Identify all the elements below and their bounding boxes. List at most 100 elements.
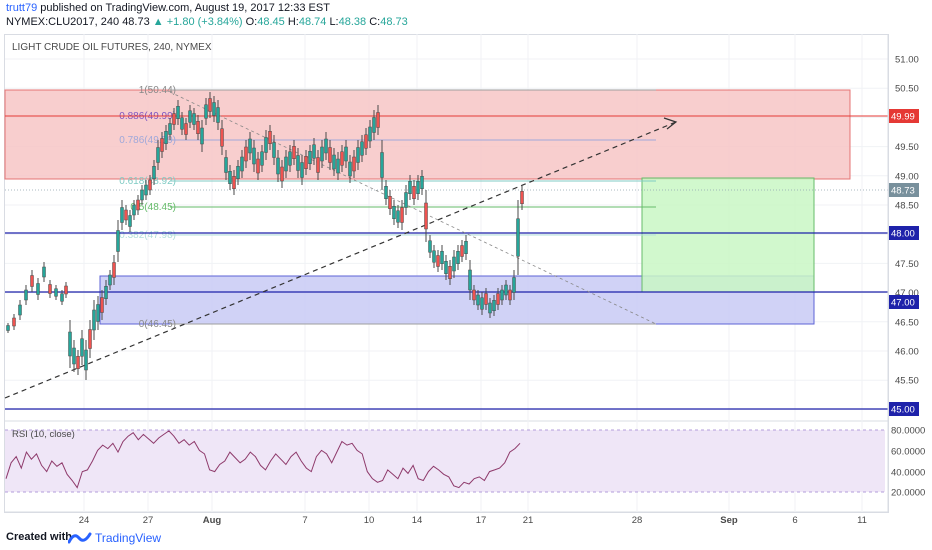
- candle-up: [120, 207, 124, 223]
- target-zone[interactable]: [641, 177, 815, 293]
- rsi-title: RSI (10, close): [12, 429, 75, 440]
- candle-up: [492, 300, 496, 311]
- rsi-axis: 80.0000 60.0000 40.0000 20.0000: [891, 426, 925, 499]
- low-value: 48.38: [338, 16, 367, 28]
- level-tag: [889, 183, 919, 197]
- candle-up: [200, 127, 204, 145]
- candle-down: [124, 209, 128, 221]
- candle-down: [184, 123, 188, 135]
- candle-down: [64, 285, 68, 295]
- candle-down: [448, 266, 452, 279]
- author-link[interactable]: trutt79: [6, 2, 38, 14]
- date-tick-label: 17: [476, 515, 487, 526]
- candle-up: [54, 288, 58, 297]
- price-tick-label: 50.50: [895, 84, 919, 95]
- date-tick-label: 21: [523, 515, 534, 526]
- candle-up: [396, 210, 400, 223]
- candle-down: [352, 156, 356, 172]
- level-tag-label: 45.00: [891, 405, 915, 416]
- candle-up: [24, 289, 28, 301]
- candle-down: [160, 138, 164, 152]
- candle-up: [452, 256, 456, 272]
- price-axis[interactable]: 51.0050.5050.0049.5049.0048.5048.0047.50…: [887, 34, 919, 512]
- candle-up: [60, 293, 64, 302]
- price-tick-label: 51.00: [895, 55, 919, 66]
- low-label: L:: [329, 16, 339, 28]
- candle-up: [440, 251, 444, 264]
- candle-down: [328, 147, 332, 163]
- candle-up: [84, 349, 88, 371]
- candle-up: [6, 325, 10, 331]
- candle-down: [340, 151, 344, 166]
- candle-up: [380, 152, 384, 178]
- time-axis[interactable]: 24 27 Aug 7 10 14 17 21 28 Sep 6 11: [79, 515, 867, 526]
- candle-down: [460, 245, 464, 257]
- price-change: ▲ +1.80 (+3.84%): [152, 16, 243, 28]
- date-tick-label: 10: [364, 515, 375, 526]
- candle-up: [276, 157, 280, 175]
- candle-up: [324, 138, 328, 154]
- candle-up: [356, 147, 360, 163]
- candle-up: [116, 230, 120, 252]
- fib-level-label: 0.5(48.45): [130, 202, 176, 213]
- fib-level-label: 0.786(49.59): [119, 135, 176, 146]
- date-tick-label: 24: [79, 515, 90, 526]
- candle-up: [296, 155, 300, 171]
- candle-up: [468, 269, 472, 291]
- candle-down: [12, 317, 16, 327]
- candle-down: [496, 293, 500, 305]
- level-tag: [889, 226, 919, 240]
- candle-down: [136, 199, 140, 211]
- candle-up: [308, 151, 312, 164]
- date-tick-label: Aug: [203, 515, 222, 526]
- symbol-label[interactable]: NYMEX:CLU2017, 240: [6, 16, 120, 28]
- candle-up: [404, 192, 408, 208]
- candle-up: [300, 162, 304, 178]
- date-tick-label: 27: [143, 515, 154, 526]
- candle-up: [192, 113, 196, 125]
- level-tag-label: 47.00: [891, 298, 915, 309]
- price-level-tags: 49.99 48.73 48.00 47.00 45.00: [889, 109, 919, 416]
- price-tick-label: 49.50: [895, 142, 919, 153]
- candle-up: [428, 240, 432, 253]
- rsi-tick-label: 80.0000: [891, 426, 925, 437]
- candle-up: [152, 166, 156, 179]
- candle-up: [384, 186, 388, 199]
- candle-down: [244, 146, 248, 162]
- candle-up: [320, 146, 324, 162]
- candle-up: [18, 304, 22, 316]
- rsi-tick-label: 60.0000: [891, 447, 925, 458]
- dashed-trendline[interactable]: [4, 121, 677, 399]
- candle-up: [68, 331, 72, 357]
- resistance-zone[interactable]: [4, 89, 851, 180]
- chart-title: LIGHT CRUDE OIL FUTURES, 240, NYMEX: [12, 42, 212, 53]
- candle-up: [368, 126, 372, 142]
- high-value: 48.74: [298, 16, 327, 28]
- candle-down: [436, 255, 440, 267]
- symbol-line: NYMEX:CLU2017, 240 48.73 ▲ +1.80 (+3.84%…: [6, 16, 408, 28]
- candle-up: [260, 151, 264, 166]
- fib-level-label: 0.618(48.92): [119, 176, 176, 187]
- candle-up: [456, 251, 460, 264]
- price-chart[interactable]: 1(50.44)0.886(49.99)0.786(49.59)0.618(48…: [0, 0, 932, 526]
- candle-down: [508, 289, 512, 301]
- level-tag-label: 48.00: [891, 229, 915, 240]
- candle-up: [360, 141, 364, 156]
- date-tick-label: 14: [412, 515, 423, 526]
- candle-up: [72, 347, 76, 365]
- price-tick-label: 47.00: [895, 288, 919, 299]
- price-tick-label: 46.50: [895, 317, 919, 328]
- candle-down: [88, 329, 92, 349]
- high-label: H:: [287, 16, 299, 28]
- candle-up: [332, 154, 336, 170]
- tradingview-brand[interactable]: TradingView: [95, 531, 162, 545]
- candle-up: [128, 215, 132, 227]
- candlestick-series[interactable]: [6, 92, 524, 380]
- footer: Created with TradingView: [0, 526, 932, 550]
- candle-down: [316, 157, 320, 173]
- candle-up: [228, 171, 232, 184]
- candle-down: [232, 176, 236, 189]
- candle-up: [204, 104, 208, 119]
- close-label: C:: [369, 16, 381, 28]
- candle-up: [156, 147, 160, 163]
